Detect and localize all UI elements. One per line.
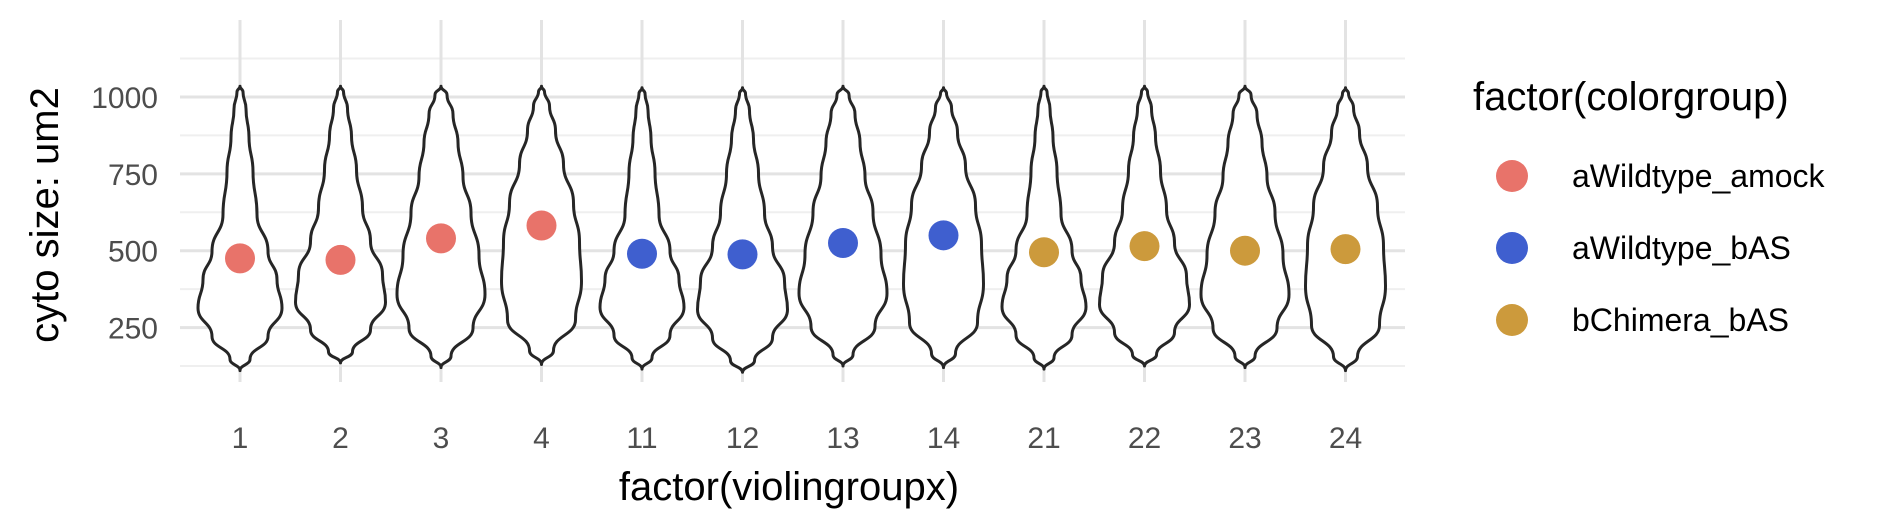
- legend-title: factor(colorgroup): [1473, 75, 1789, 119]
- legend-key: [1496, 160, 1528, 192]
- point-2: [325, 244, 356, 275]
- violins: [196, 84, 1387, 374]
- x-tick-label: 22: [1128, 422, 1161, 455]
- y-axis-title: cyto size: um2: [23, 87, 67, 343]
- legend-label: bChimera_bAS: [1572, 302, 1789, 338]
- y-axis-ticks: 250 500 750 1000: [91, 82, 158, 346]
- violin-23: [1199, 84, 1291, 370]
- x-tick-label: 13: [826, 422, 859, 455]
- legend: factor(colorgroup) aWildtype_amock aWildt…: [1473, 75, 1826, 338]
- point-21: [1029, 237, 1059, 268]
- point-12: [727, 239, 758, 270]
- x-tick-label: 14: [927, 422, 960, 455]
- x-axis-ticks: 1 2 3 4 11 12 13 14 21 22 23 24: [232, 422, 1363, 455]
- violin-1: [196, 84, 284, 373]
- x-axis-title: factor(violingroupx): [619, 465, 959, 509]
- y-tick-label: 250: [108, 313, 158, 346]
- mean-points: [225, 210, 1361, 275]
- point-24: [1330, 234, 1361, 265]
- legend-key: [1496, 304, 1528, 336]
- y-tick-label: 1000: [91, 82, 158, 115]
- point-23: [1230, 235, 1260, 266]
- point-1: [225, 243, 255, 274]
- point-22: [1129, 231, 1160, 262]
- violin-11: [598, 86, 686, 371]
- violin-21: [1000, 84, 1088, 371]
- point-3: [426, 223, 456, 254]
- x-tick-label: 1: [232, 422, 249, 455]
- y-tick-label: 750: [108, 159, 158, 192]
- y-tick-label: 500: [108, 236, 158, 269]
- point-11: [627, 238, 657, 269]
- point-4: [526, 210, 557, 241]
- x-tick-label: 11: [626, 422, 657, 455]
- x-tick-label: 4: [533, 422, 550, 455]
- legend-key: [1496, 232, 1528, 264]
- violin-22: [1098, 84, 1191, 368]
- point-14: [928, 220, 959, 251]
- x-tick-label: 2: [332, 422, 349, 455]
- point-13: [828, 228, 858, 259]
- violin-12: [696, 86, 789, 374]
- x-tick-label: 23: [1228, 422, 1261, 455]
- legend-label: aWildtype_bAS: [1572, 230, 1791, 266]
- x-tick-label: 12: [726, 422, 759, 455]
- legend-label: aWildtype_amock: [1572, 158, 1826, 194]
- x-tick-label: 3: [433, 422, 450, 455]
- violin-13: [797, 84, 889, 368]
- x-tick-label: 21: [1027, 422, 1060, 455]
- x-tick-label: 24: [1329, 422, 1362, 455]
- violin-2: [294, 84, 387, 365]
- violin-24: [1304, 86, 1387, 373]
